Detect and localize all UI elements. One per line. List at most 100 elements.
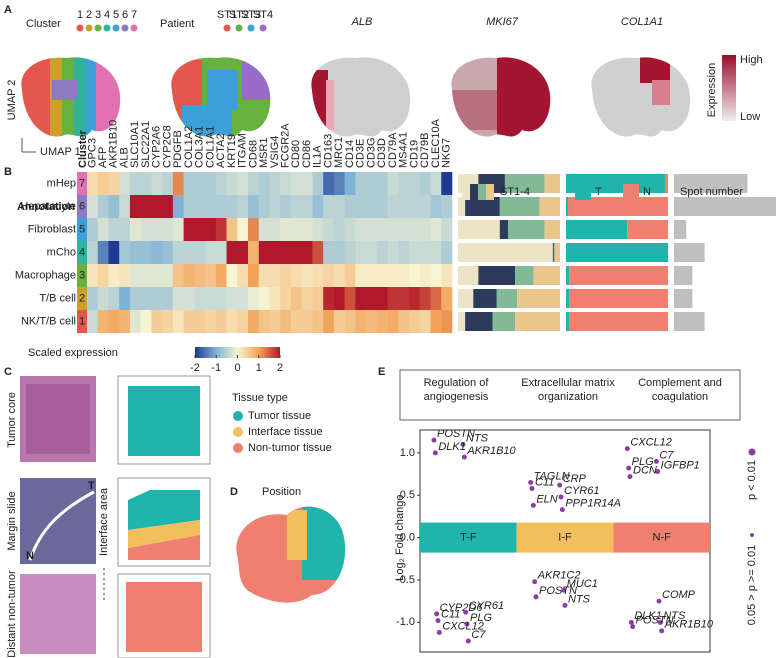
legend-dot bbox=[94, 24, 102, 32]
heatmap-legend-gradient bbox=[195, 347, 280, 358]
heat-cell bbox=[237, 218, 249, 241]
label: ST3 bbox=[241, 9, 261, 21]
composition-bar bbox=[458, 312, 466, 331]
gene-point bbox=[657, 619, 663, 625]
gene-point bbox=[630, 624, 636, 630]
heat-cell bbox=[215, 218, 227, 241]
heat-cell bbox=[226, 310, 238, 333]
label: Annotation bbox=[17, 201, 75, 213]
heat-cell bbox=[344, 241, 356, 264]
cluster-number: 5 bbox=[79, 223, 85, 235]
heat-cell bbox=[108, 310, 120, 333]
category-header: Complement and coagulation bbox=[638, 377, 722, 403]
heat-cell bbox=[140, 218, 152, 241]
gene-point bbox=[464, 621, 470, 627]
label: Interface tissue bbox=[248, 426, 323, 438]
composition-bar bbox=[544, 220, 560, 239]
heat-cell bbox=[205, 241, 217, 264]
heat-cell bbox=[376, 172, 388, 195]
heat-cell bbox=[194, 195, 206, 218]
gene-label: NTS bbox=[568, 593, 591, 605]
composition-bar bbox=[553, 243, 555, 262]
heat-cell bbox=[398, 287, 410, 310]
tissue-bar bbox=[569, 289, 668, 308]
label: ST2 bbox=[229, 9, 249, 21]
composition-swatch bbox=[478, 184, 486, 200]
heat-cell bbox=[172, 264, 184, 287]
heat-cell bbox=[129, 172, 141, 195]
heat-cell bbox=[398, 310, 410, 333]
y-tick-label: 1.0 bbox=[400, 447, 415, 459]
heat-cell bbox=[355, 218, 367, 241]
spot-map bbox=[128, 520, 200, 548]
gene-label: CD3G bbox=[365, 137, 377, 168]
label: Non-tumor tissue bbox=[248, 442, 332, 454]
composition-bar bbox=[539, 197, 560, 216]
heat-cell bbox=[280, 310, 292, 333]
heat-cell bbox=[151, 218, 163, 241]
tissue-bar bbox=[566, 312, 570, 331]
heat-cell bbox=[280, 218, 292, 241]
row-label: T/B cell bbox=[39, 292, 76, 304]
gene-point bbox=[627, 474, 633, 480]
heat-cell bbox=[194, 241, 206, 264]
spot-map bbox=[128, 490, 200, 530]
row-label: Hepatocyte bbox=[20, 200, 76, 212]
heat-cell bbox=[108, 264, 120, 287]
heat-cell bbox=[140, 310, 152, 333]
cluster-box bbox=[77, 241, 87, 264]
label: 2 bbox=[86, 9, 92, 21]
heat-cell bbox=[205, 310, 217, 333]
heat-cell bbox=[430, 218, 442, 241]
gene-point bbox=[460, 441, 466, 447]
gene-point bbox=[655, 469, 661, 475]
composition-swatch bbox=[470, 184, 478, 200]
cluster-number: 1 bbox=[79, 315, 85, 327]
heat-cell bbox=[162, 172, 174, 195]
heat-cell bbox=[441, 195, 453, 218]
label: ST1-4 bbox=[500, 186, 530, 198]
heat-cell bbox=[409, 172, 421, 195]
heat-cell bbox=[344, 195, 356, 218]
legend-dot bbox=[748, 448, 756, 456]
composition-bar bbox=[465, 312, 493, 331]
heat-cell bbox=[183, 287, 195, 310]
gene-point bbox=[435, 618, 441, 624]
heat-cell bbox=[323, 264, 335, 287]
legend-dot bbox=[247, 24, 255, 32]
heat-cell bbox=[248, 195, 260, 218]
cluster-number: 2 bbox=[79, 292, 85, 304]
heat-cell bbox=[419, 287, 431, 310]
heat-cell bbox=[140, 172, 152, 195]
gene-label: PPP1R14A bbox=[565, 498, 621, 510]
spot-bar bbox=[674, 220, 687, 239]
heat-cell bbox=[97, 287, 109, 310]
label: A bbox=[4, 4, 12, 16]
gene-label: DLK1 bbox=[438, 441, 466, 453]
histology-image bbox=[20, 574, 96, 654]
gene-label: VSIG4 bbox=[269, 136, 281, 168]
gene-title: ALB bbox=[351, 16, 373, 28]
gene-label: AKR1B10 bbox=[466, 445, 516, 457]
gene-label: AKR1B10 bbox=[108, 120, 120, 168]
heat-cell bbox=[430, 287, 442, 310]
cluster-box bbox=[77, 172, 87, 195]
gene-label: CXCL12 bbox=[442, 620, 484, 632]
heat-cell bbox=[366, 241, 378, 264]
heat-cell bbox=[248, 264, 260, 287]
label: Cluster bbox=[77, 129, 89, 168]
spot-map bbox=[128, 386, 200, 456]
heat-cell bbox=[97, 195, 109, 218]
composition-bar bbox=[496, 289, 518, 308]
gene-label: C7 bbox=[471, 629, 486, 641]
gene-point bbox=[431, 437, 437, 443]
label: UMAP 1 bbox=[40, 146, 81, 158]
heat-cell bbox=[119, 218, 131, 241]
heat-cell bbox=[248, 310, 260, 333]
heat-cell bbox=[430, 195, 442, 218]
composition-bar bbox=[499, 220, 508, 239]
tissue-bar bbox=[569, 312, 668, 331]
heat-cell bbox=[87, 310, 99, 333]
heat-cell bbox=[419, 264, 431, 287]
heat-cell bbox=[87, 287, 99, 310]
